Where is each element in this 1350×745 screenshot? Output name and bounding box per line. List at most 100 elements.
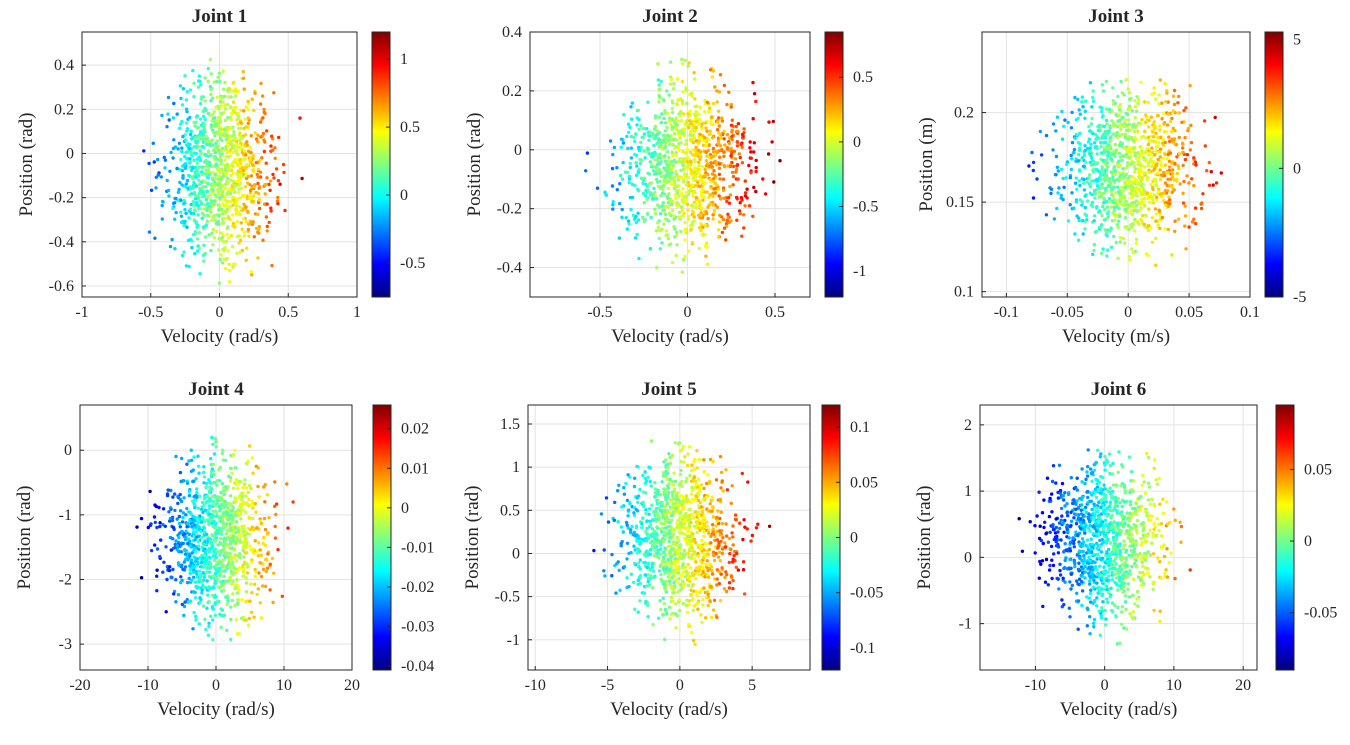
point — [183, 220, 186, 223]
point — [711, 155, 714, 158]
point — [240, 505, 243, 508]
point — [675, 117, 678, 120]
point — [231, 151, 234, 154]
point — [180, 215, 183, 218]
point — [1102, 192, 1105, 195]
point — [738, 522, 741, 525]
point — [707, 144, 710, 147]
point — [222, 240, 225, 243]
point — [200, 565, 203, 568]
point — [1062, 186, 1065, 189]
point — [245, 537, 248, 540]
point — [664, 205, 667, 208]
point — [1089, 143, 1092, 146]
point — [611, 184, 614, 187]
point — [717, 110, 720, 113]
point — [199, 207, 202, 210]
point — [1170, 130, 1173, 133]
point — [625, 557, 628, 560]
point — [204, 99, 207, 102]
point — [1187, 181, 1190, 184]
point — [1093, 189, 1096, 192]
point — [659, 247, 662, 250]
point — [212, 228, 215, 231]
point — [1112, 167, 1115, 170]
point — [198, 622, 201, 625]
point — [214, 595, 217, 598]
point — [179, 158, 182, 161]
point — [655, 178, 658, 181]
point — [211, 165, 214, 168]
point — [661, 204, 664, 207]
point — [1090, 122, 1093, 125]
point — [198, 601, 201, 604]
point — [1127, 87, 1130, 90]
point — [1140, 206, 1143, 209]
point — [267, 516, 270, 519]
point — [680, 205, 683, 208]
point — [214, 581, 217, 584]
point — [705, 212, 708, 215]
point — [181, 135, 184, 138]
point — [1116, 186, 1119, 189]
point — [1124, 119, 1127, 122]
point — [226, 88, 229, 91]
point — [664, 121, 667, 124]
point — [644, 512, 647, 515]
colorbar-tick-label: 5 — [1293, 32, 1301, 49]
point — [664, 213, 667, 216]
point — [166, 494, 169, 497]
point — [723, 165, 726, 168]
point — [1154, 180, 1157, 183]
point — [645, 479, 648, 482]
point — [1081, 219, 1084, 222]
point — [211, 467, 214, 470]
point — [1167, 113, 1170, 116]
point — [199, 573, 202, 576]
point — [1168, 198, 1171, 201]
point — [210, 475, 213, 478]
point — [625, 135, 628, 138]
point — [675, 201, 678, 204]
point — [252, 154, 255, 157]
point — [221, 202, 224, 205]
point — [730, 124, 733, 127]
point — [176, 147, 179, 150]
point — [698, 247, 701, 250]
point — [237, 191, 240, 194]
point — [1139, 81, 1142, 84]
point — [184, 167, 187, 170]
point — [135, 525, 138, 528]
point — [200, 508, 203, 511]
point — [731, 587, 734, 590]
point — [735, 164, 738, 167]
point — [274, 525, 277, 528]
point — [668, 199, 671, 202]
point — [203, 153, 206, 156]
point — [622, 141, 625, 144]
point — [169, 506, 172, 509]
point — [237, 588, 240, 591]
point — [674, 626, 677, 629]
point — [191, 69, 194, 72]
point — [1137, 201, 1140, 204]
point — [720, 511, 723, 514]
point — [1091, 205, 1094, 208]
point — [247, 108, 250, 111]
point — [668, 617, 671, 620]
point — [692, 170, 695, 173]
point — [231, 188, 234, 191]
point — [190, 525, 193, 528]
point — [657, 185, 660, 188]
point — [213, 202, 216, 205]
point — [631, 196, 634, 199]
point — [1117, 220, 1120, 223]
point — [677, 130, 680, 133]
point — [225, 553, 228, 556]
point — [639, 162, 642, 165]
point — [228, 205, 231, 208]
point — [1135, 110, 1138, 113]
point — [245, 541, 248, 544]
point — [189, 208, 192, 211]
point — [1121, 159, 1124, 162]
